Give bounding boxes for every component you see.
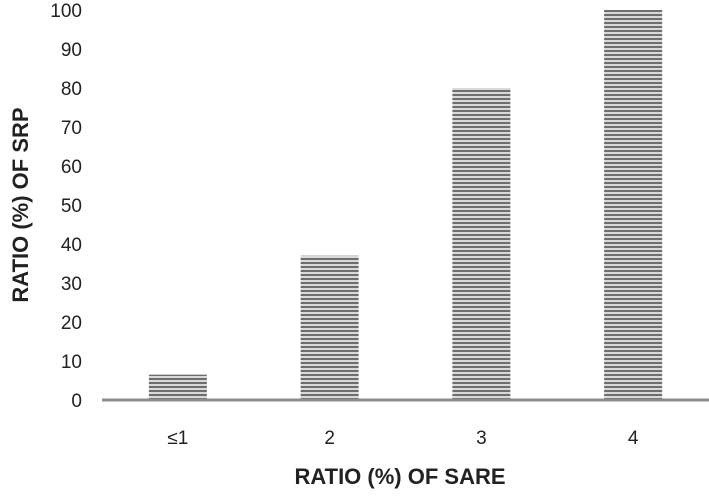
x-tick-label: 2 [324,428,335,449]
bar [148,374,207,400]
x-axis-ticks: ≤1 2 3 4 [167,428,638,449]
y-tick-label: 10 [61,352,82,373]
x-tick-label: ≤1 [167,428,188,449]
x-tick-label: 3 [476,428,487,449]
y-tick-label: 80 [61,79,82,100]
bars [148,10,663,400]
y-tick-label: 90 [61,40,82,61]
bar [452,88,511,400]
bar [300,255,359,400]
y-tick-label: 70 [61,118,82,139]
x-tick-label: 4 [628,428,639,449]
y-tick-label: 60 [61,157,82,178]
y-axis-ticks: 0 10 20 30 40 50 60 70 80 90 100 [50,1,82,412]
y-tick-label: 100 [50,1,82,22]
bar [604,10,663,400]
y-tick-label: 20 [61,313,82,334]
y-tick-label: 30 [61,274,82,295]
y-tick-label: 50 [61,196,82,217]
y-tick-label: 40 [61,235,82,256]
y-tick-label: 0 [71,391,82,412]
x-axis-title: RATIO (%) OF SARE [294,464,505,489]
y-axis-title: RATIO (%) OF SRP [8,107,33,302]
